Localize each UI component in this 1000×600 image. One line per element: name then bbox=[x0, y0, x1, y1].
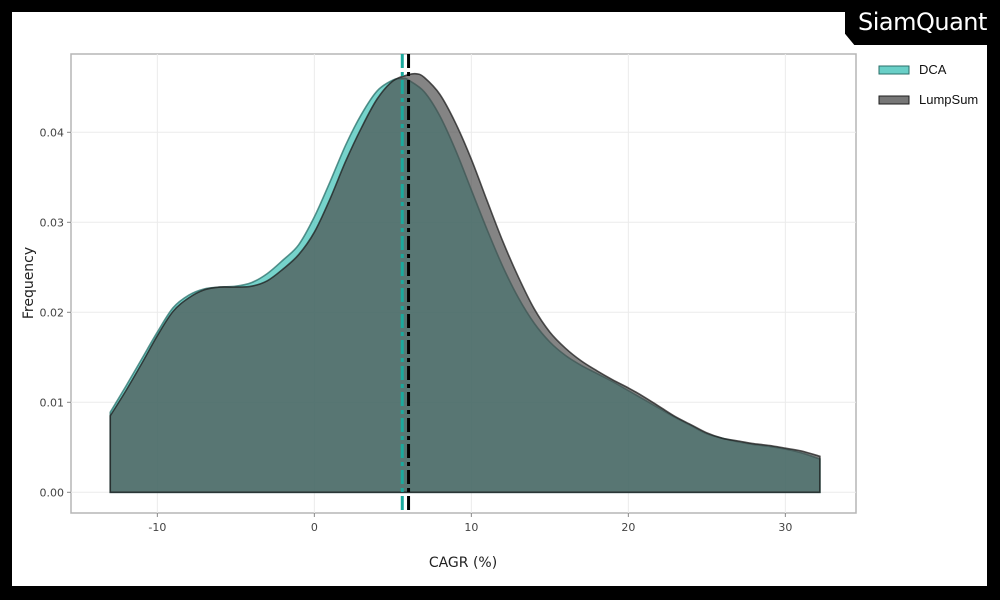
y-tick-label: 0.00 bbox=[40, 486, 65, 499]
legend: DCA LumpSum bbox=[878, 62, 978, 107]
legend-key-dca bbox=[878, 65, 910, 75]
y-axis: 0.00 0.01 0.02 0.03 0.04 bbox=[40, 126, 71, 499]
legend-label-lumpsum: LumpSum bbox=[919, 92, 978, 107]
x-axis: -10 0 10 20 30 bbox=[148, 513, 792, 534]
x-tick-label: -10 bbox=[148, 521, 166, 534]
x-tick-label: 30 bbox=[778, 521, 792, 534]
x-tick-label: 10 bbox=[464, 521, 478, 534]
x-tick-label: 20 bbox=[621, 521, 635, 534]
legend-key-lumpsum bbox=[878, 95, 910, 105]
mean-lines bbox=[400, 54, 411, 513]
y-axis-title: Frequency bbox=[21, 247, 37, 319]
brand-badge bbox=[845, 0, 1000, 45]
x-tick-label: 0 bbox=[311, 521, 318, 534]
brand-logo: SiamQuant bbox=[858, 8, 987, 36]
y-tick-label: 0.03 bbox=[40, 216, 65, 229]
y-tick-label: 0.04 bbox=[40, 126, 65, 139]
series-layer bbox=[109, 72, 821, 494]
legend-label-dca: DCA bbox=[919, 62, 947, 77]
x-axis-title: CAGR (%) bbox=[429, 555, 497, 571]
y-tick-label: 0.02 bbox=[40, 306, 65, 319]
density-area-lumpsum bbox=[109, 72, 821, 494]
y-tick-label: 0.01 bbox=[40, 396, 65, 409]
